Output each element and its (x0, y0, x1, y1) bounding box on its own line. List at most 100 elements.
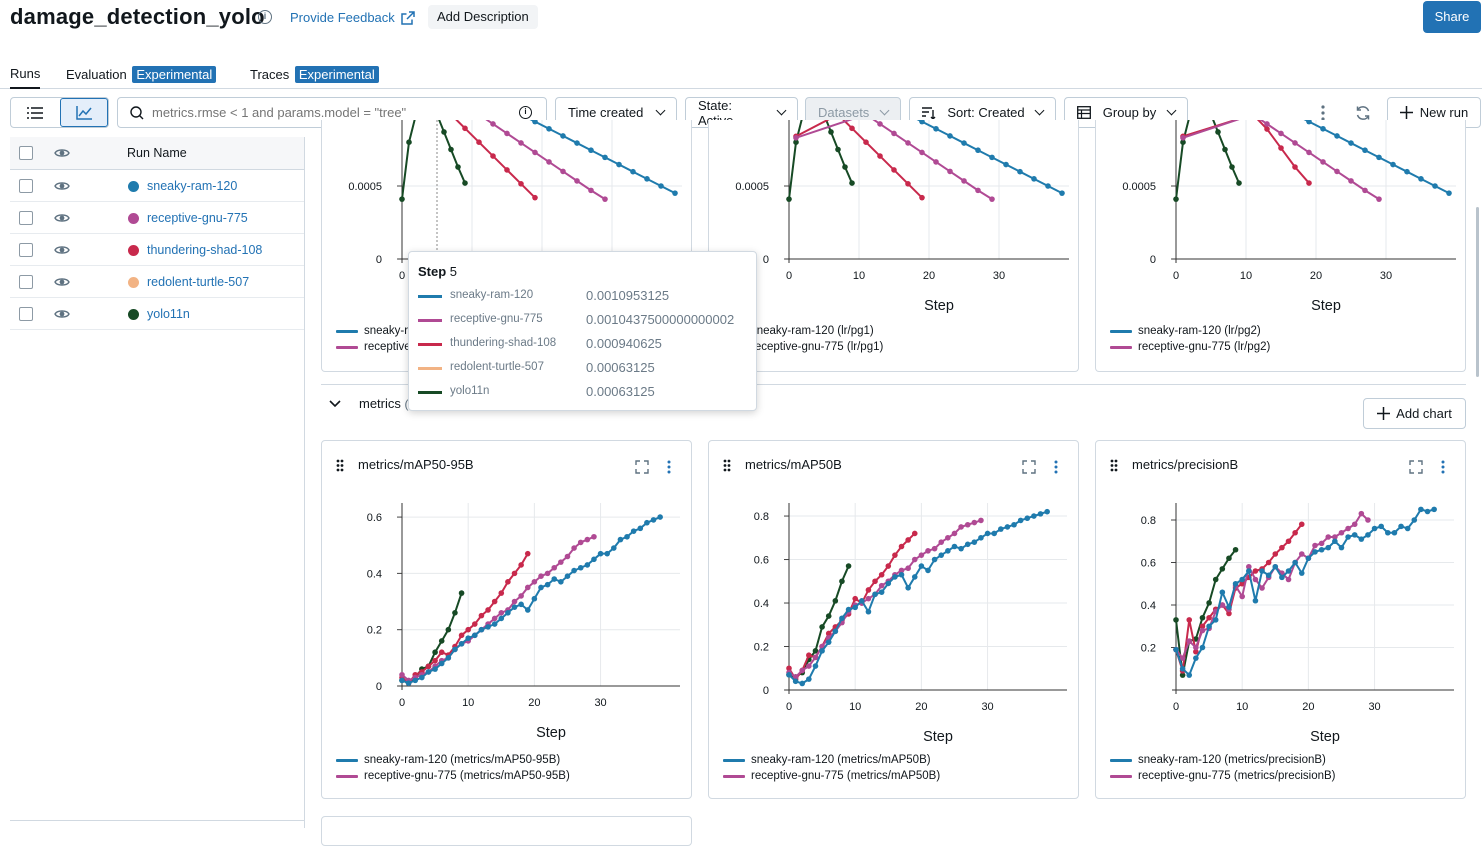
tab-evaluation[interactable]: Evaluation Experimental (66, 66, 216, 83)
data-point (618, 537, 624, 543)
y-tick-label: 0.2 (754, 642, 769, 654)
share-button[interactable]: Share (1423, 1, 1481, 33)
drag-handle-icon[interactable] (1110, 459, 1118, 472)
fullscreen-icon[interactable] (1022, 460, 1036, 474)
precisionb-chart[interactable]: 0 10 20 30 0.2 0.4 0.6 0.8 Step (1096, 491, 1466, 791)
eye-icon[interactable] (54, 212, 70, 224)
data-point (947, 133, 953, 139)
data-point (839, 615, 845, 621)
data-point (972, 539, 978, 545)
eye-icon[interactable] (54, 308, 70, 320)
data-point (630, 169, 636, 175)
run-name-link[interactable]: thundering-shad-108 (147, 243, 262, 257)
run-color-dot[interactable] (128, 213, 139, 224)
map50b-chart[interactable]: 0 10 20 30 0 0.2 0.4 0.6 0.8 Step (709, 491, 1079, 791)
run-checkbox[interactable] (19, 307, 33, 321)
legend-item[interactable]: sneaky-ram-120 (metrics/precisionB) (1110, 752, 1336, 768)
add-chart-button[interactable]: Add chart (1363, 398, 1466, 429)
info-icon[interactable]: i (258, 10, 272, 24)
data-point (1264, 121, 1270, 127)
run-color-dot[interactable] (128, 181, 139, 192)
data-point (1404, 169, 1410, 175)
eye-icon[interactable] (54, 244, 70, 256)
data-point (877, 153, 883, 159)
chart-legend: sneaky-ram-120 (lr/pg2) receptive-gnu-77… (1110, 323, 1270, 355)
fullscreen-icon[interactable] (635, 460, 649, 474)
legend-item[interactable]: sneaky-ram-120 (lr/pg2) (1110, 323, 1270, 339)
chevron-down-icon[interactable] (329, 400, 341, 408)
run-color-dot[interactable] (128, 277, 139, 288)
data-point (819, 648, 825, 654)
legend-item[interactable]: sneaky-ram-120 (metrics/mAP50-95B) (336, 752, 570, 768)
provide-feedback-link[interactable]: Provide Feedback (290, 10, 415, 25)
tab-runs-label: Runs (10, 66, 40, 81)
x-tick-label: 20 (915, 701, 927, 713)
legend-item[interactable]: receptive (336, 339, 411, 355)
chart-view-button[interactable] (60, 98, 108, 127)
data-point (989, 196, 995, 202)
metrics-section-header[interactable]: metrics (4) (321, 396, 419, 411)
tab-traces[interactable]: Traces Experimental (250, 66, 379, 83)
chart-title: metrics/mAP50-95B (358, 457, 474, 472)
legend-item[interactable]: sneaky-r (336, 323, 411, 339)
eye-icon[interactable] (54, 276, 70, 288)
run-name-link[interactable]: receptive-gnu-775 (147, 211, 248, 225)
data-point (602, 196, 608, 202)
run-row[interactable]: thundering-shad-108 (10, 234, 305, 266)
drag-handle-icon[interactable] (723, 459, 731, 472)
run-row[interactable]: receptive-gnu-775 (10, 202, 305, 234)
data-point (578, 565, 584, 571)
kebab-menu-icon[interactable] (667, 460, 671, 474)
legend-item[interactable]: receptive-gnu-775 (metrics/mAP50-95B) (336, 768, 570, 784)
run-row[interactable]: yolo11n (10, 298, 305, 330)
legend-label: sneaky-ram-120 (metrics/mAP50-95B) (364, 754, 560, 766)
search-info-icon[interactable]: i (519, 106, 532, 119)
fullscreen-icon[interactable] (1409, 460, 1423, 474)
run-name-link[interactable]: redolent-turtle-507 (147, 275, 249, 289)
list-view-button[interactable] (11, 98, 59, 127)
data-point (399, 196, 405, 202)
tab-runs[interactable]: Runs (10, 66, 40, 89)
legend-item[interactable]: sneaky-ram-120 (metrics/mAP50B) (723, 752, 940, 768)
legend-swatch (336, 759, 358, 762)
eye-icon[interactable] (54, 147, 70, 159)
data-point (885, 563, 891, 569)
kebab-menu-icon[interactable] (1441, 460, 1445, 474)
data-point (806, 652, 812, 658)
map50-95b-chart[interactable]: 0 10 20 30 0 0.2 0.4 0.6 Step (322, 491, 692, 791)
data-point (1024, 515, 1030, 521)
run-checkbox[interactable] (19, 275, 33, 289)
legend-item[interactable]: receptive-gnu-775 (lr/pg2) (1110, 339, 1270, 355)
panel-divider[interactable] (304, 137, 305, 828)
data-point (978, 518, 984, 524)
data-point (446, 627, 452, 633)
run-name-link[interactable]: sneaky-ram-120 (147, 179, 237, 193)
scrollbar[interactable] (1476, 207, 1479, 377)
search-input[interactable] (152, 105, 502, 120)
data-point (1339, 545, 1345, 551)
run-row[interactable]: sneaky-ram-120 (10, 170, 305, 202)
run-name-column-header[interactable]: Run Name (127, 146, 187, 160)
data-point (1200, 628, 1206, 634)
drag-handle-icon[interactable] (336, 459, 344, 472)
run-row[interactable]: redolent-turtle-507 (10, 266, 305, 298)
data-point (1299, 551, 1305, 557)
data-point (532, 596, 538, 602)
run-checkbox[interactable] (19, 243, 33, 257)
add-description-button[interactable]: Add Description (428, 5, 538, 29)
run-name-link[interactable]: yolo11n (147, 307, 190, 321)
eye-icon[interactable] (54, 180, 70, 192)
legend-item[interactable]: receptive-gnu-775 (metrics/mAP50B) (723, 768, 940, 784)
data-point (925, 548, 931, 554)
run-color-dot[interactable] (128, 245, 139, 256)
data-point (459, 590, 465, 596)
lr-pg1-chart[interactable]: 0 10 20 30 0 0.0005 Step (709, 120, 1079, 320)
lr-pg2-chart[interactable]: 0 10 20 30 0 0.0005 Step (1096, 120, 1466, 320)
run-color-dot[interactable] (128, 309, 139, 320)
legend-item[interactable]: receptive-gnu-775 (metrics/precisionB) (1110, 768, 1336, 784)
kebab-menu-icon[interactable] (1054, 460, 1058, 474)
select-all-checkbox[interactable] (19, 146, 33, 160)
run-checkbox[interactable] (19, 211, 33, 225)
run-checkbox[interactable] (19, 179, 33, 193)
y-tick-label: 0 (376, 254, 382, 266)
